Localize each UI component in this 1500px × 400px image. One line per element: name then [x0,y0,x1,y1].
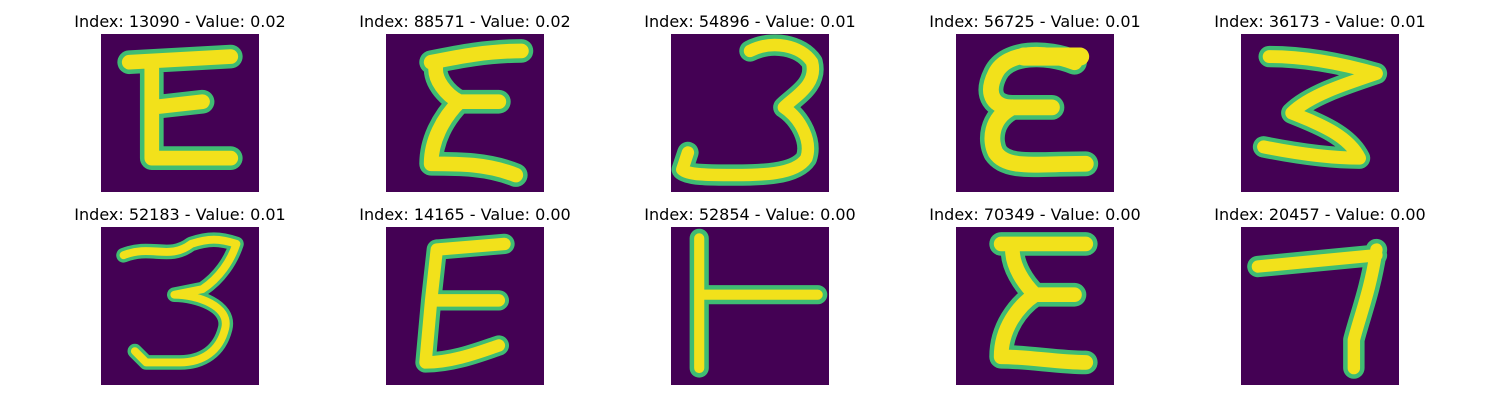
digit-panel: Index: 56725 - Value: 0.01 [915,12,1155,194]
digit-panel: Index: 70349 - Value: 0.00 [915,205,1155,387]
panel-title: Index: 54896 - Value: 0.01 [644,12,856,31]
glyph-image [956,34,1114,192]
glyph-image [671,34,829,192]
panel-title: Index: 13090 - Value: 0.02 [74,12,286,31]
panel-title: Index: 52854 - Value: 0.00 [644,205,856,224]
digit-panel: Index: 13090 - Value: 0.02 [60,12,300,194]
panel-title: Index: 56725 - Value: 0.01 [929,12,1141,31]
digit-panel: Index: 54896 - Value: 0.01 [630,12,870,194]
panel-title: Index: 52183 - Value: 0.01 [74,205,286,224]
panel-title: Index: 88571 - Value: 0.02 [359,12,571,31]
glyph-image [956,227,1114,385]
glyph-image [386,227,544,385]
panel-title: Index: 20457 - Value: 0.00 [1214,205,1426,224]
glyph-image [101,227,259,385]
glyph-image [386,34,544,192]
digit-panel: Index: 36173 - Value: 0.01 [1200,12,1440,194]
glyph-image [101,34,259,192]
digit-panel: Index: 14165 - Value: 0.00 [345,205,585,387]
panel-title: Index: 70349 - Value: 0.00 [929,205,1141,224]
panel-title: Index: 36173 - Value: 0.01 [1214,12,1426,31]
digit-panel: Index: 88571 - Value: 0.02 [345,12,585,194]
glyph-image [1241,227,1399,385]
digit-panel: Index: 20457 - Value: 0.00 [1200,205,1440,387]
glyph-image [1241,34,1399,192]
digit-panel: Index: 52854 - Value: 0.00 [630,205,870,387]
panel-title: Index: 14165 - Value: 0.00 [359,205,571,224]
digit-panel: Index: 52183 - Value: 0.01 [60,205,300,387]
glyph-image [671,227,829,385]
